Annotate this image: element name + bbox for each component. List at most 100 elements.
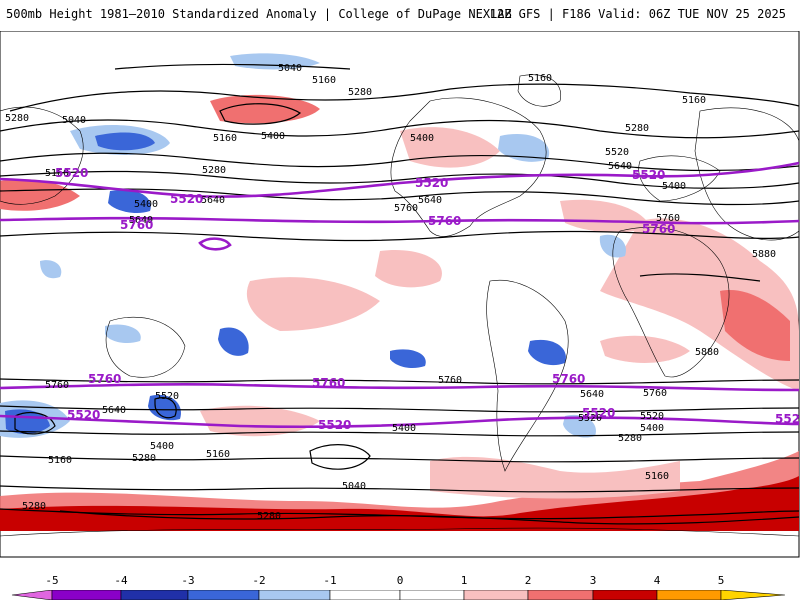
contour-label-5760: 5760 <box>552 372 585 386</box>
contour-label: 5040 <box>62 115 86 126</box>
colorbar-segment <box>120 590 189 600</box>
negative-anomaly-region <box>40 260 62 279</box>
negative-anomaly-region <box>498 133 550 162</box>
colorbar-segment <box>258 590 331 600</box>
colorbar <box>11 590 786 600</box>
contour-label: 5280 <box>348 87 372 98</box>
positive-anomaly-region <box>720 290 790 361</box>
contour-label: 5280 <box>618 433 642 444</box>
contour-label: 5640 <box>129 215 153 226</box>
purple-contour-labels: 5520 5520 5520 5520 5760 5760 5760 5760 … <box>55 166 800 432</box>
contour-label: 5760 <box>394 203 418 214</box>
colorbar-tick: 0 <box>396 574 404 587</box>
contour-label: 5280 <box>257 511 281 522</box>
contour-label: 5280 <box>202 165 226 176</box>
height-contours <box>0 63 800 525</box>
contour-label: 5760 <box>438 375 462 386</box>
colorbar-tick: -3 <box>181 574 195 587</box>
colorbar-segment <box>527 590 594 600</box>
contour-label: 5040 <box>342 481 366 492</box>
positive-anomaly-region <box>600 335 690 363</box>
contour-label: 5880 <box>695 347 719 358</box>
colorbar-segment <box>51 590 122 600</box>
negative-anomaly-region <box>528 339 566 366</box>
colorbar-segment <box>329 590 401 600</box>
negative-anomaly-region <box>108 189 151 214</box>
contour-label-5520: 5520 <box>318 418 351 432</box>
contour-label: 5160 <box>645 471 669 482</box>
negative-anomaly-region <box>390 349 426 369</box>
contour-label: 5400 <box>392 423 416 434</box>
contour-label: 5520 <box>605 147 629 158</box>
contour-label: 5400 <box>134 199 158 210</box>
greenland-outline <box>517 74 562 107</box>
contour-label: 5400 <box>410 133 434 144</box>
contour-label: 5640 <box>580 389 604 400</box>
contour-label: 5520 <box>578 413 602 424</box>
colorbar-tick: -5 <box>45 574 59 587</box>
positive-anomaly-region <box>375 250 442 288</box>
contour-label: 5280 <box>22 501 46 512</box>
antarctica-outline <box>0 527 800 537</box>
contour-label: 5280 <box>5 113 29 124</box>
contour-label: 5160 <box>312 75 336 86</box>
contour-label: 5160 <box>48 455 72 466</box>
contour-label: 5160 <box>206 449 230 460</box>
colorbar-tick: 3 <box>589 574 597 587</box>
contour-label: 5760 <box>643 388 667 399</box>
contour-label-5760: 5760 <box>88 372 121 386</box>
colorbar-segment <box>656 590 722 600</box>
contour-label-5760: 5760 <box>428 214 461 228</box>
colorbar-segment <box>720 590 786 600</box>
contour-5760-closed <box>198 237 232 251</box>
contour-label: 5640 <box>418 195 442 206</box>
contour-5520-south <box>0 414 800 429</box>
map-panel: 5040 5160 5280 5160 5400 5160 5040 5280 … <box>0 31 800 558</box>
contour-label-5520: 5520 <box>582 406 615 420</box>
strong-positive-anomaly-region <box>0 476 799 531</box>
contour-label: 5640 <box>201 195 225 206</box>
contour-label: 5400 <box>640 423 664 434</box>
contour-label: 5160 <box>682 95 706 106</box>
colorbar-tick: -4 <box>114 574 128 587</box>
colorbar-tick: 1 <box>460 574 468 587</box>
contour-label-5520: 5520 <box>67 408 100 422</box>
contour-label-5760: 5760 <box>120 218 153 232</box>
contour-label: 5400 <box>662 181 686 192</box>
positive-anomaly-region <box>400 127 500 168</box>
contour-label: 5400 <box>261 131 285 142</box>
contour-label: 5760 <box>45 380 69 391</box>
contour-label-5520: 5520 <box>775 412 800 426</box>
colorbar-tick: 4 <box>653 574 661 587</box>
contour-label: 5400 <box>150 441 174 452</box>
model-run-info: 12Z GFS | F186 Valid: 06Z TUE NOV 25 202… <box>489 7 786 21</box>
australia-outline <box>105 316 186 378</box>
contour-label: 5760 <box>656 213 680 224</box>
colorbar-segment <box>463 590 529 600</box>
negative-anomaly-region <box>230 53 320 70</box>
contour-label: 5280 <box>132 453 156 464</box>
contour-label-5760: 5760 <box>642 222 675 236</box>
negative-anomaly-region <box>563 414 596 438</box>
africa-outline <box>612 226 730 378</box>
asia-west-outline <box>0 106 84 205</box>
positive-anomaly-region <box>560 199 650 233</box>
contour-label-5520: 5520 <box>632 168 665 182</box>
positive-anomaly-region <box>200 405 320 437</box>
contour-5520-north <box>0 161 800 198</box>
colorbar-tick: -1 <box>323 574 337 587</box>
header: 500mb Height 1981–2010 Standardized Anom… <box>0 0 800 30</box>
contour-label: 5280 <box>625 123 649 134</box>
black-contour-labels: 5040 5160 5280 5160 5400 5160 5040 5280 … <box>5 63 776 522</box>
positive-anomaly-region <box>430 456 680 499</box>
colorbar-segment <box>592 590 658 600</box>
colorbar-segment <box>399 590 465 600</box>
south-america-outline <box>486 279 569 472</box>
contour-label: 5160 <box>213 133 237 144</box>
contour-label: 5160 <box>45 168 69 179</box>
colorbar-segment <box>187 590 260 600</box>
colorbar-legend: -5 -4 -3 -2 -1 0 1 2 3 4 5 <box>0 570 800 600</box>
map-title: 500mb Height 1981–2010 Standardized Anom… <box>6 7 512 21</box>
contour-5760-north <box>0 216 800 225</box>
colorbar-tick: 5 <box>717 574 725 587</box>
